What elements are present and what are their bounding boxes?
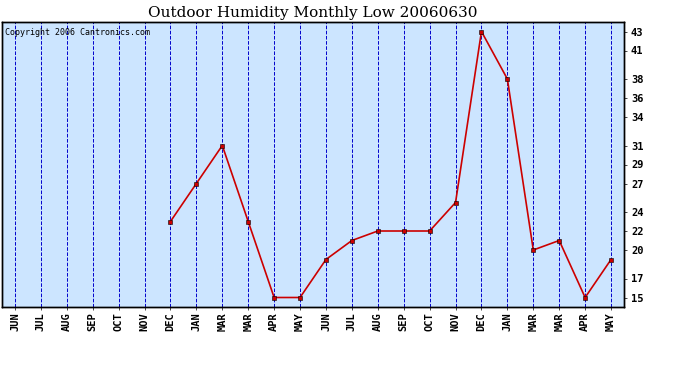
Text: Outdoor Humidity Monthly Low 20060630: Outdoor Humidity Monthly Low 20060630 [148, 6, 477, 20]
Text: Copyright 2006 Cantronics.com: Copyright 2006 Cantronics.com [5, 28, 150, 37]
